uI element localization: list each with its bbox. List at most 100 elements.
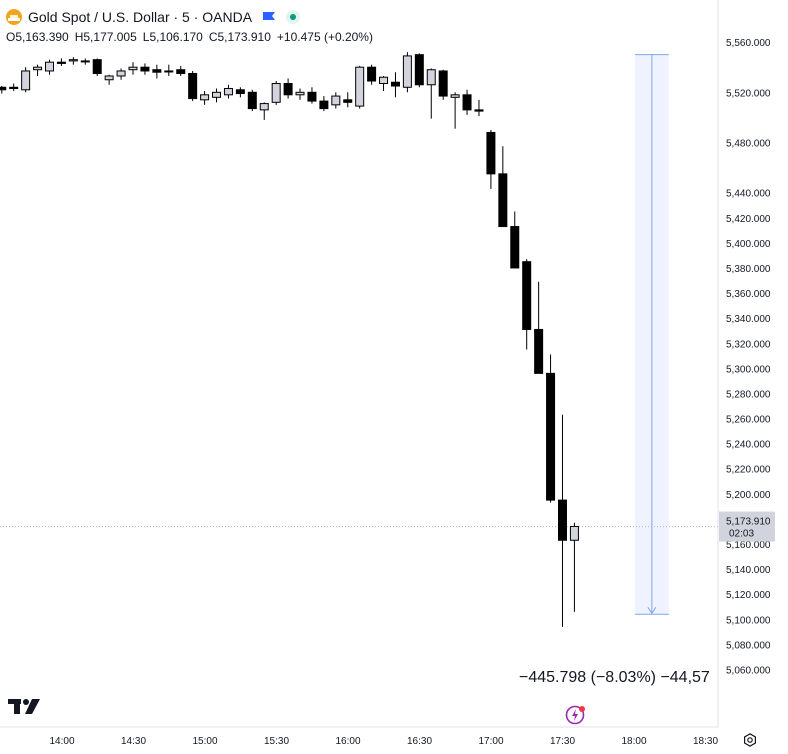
candle	[116, 68, 126, 80]
candle-body	[390, 81, 400, 87]
candle-body	[402, 55, 412, 88]
time-tick-label: 14:00	[49, 736, 74, 747]
candle	[200, 91, 210, 105]
candle-body	[176, 69, 186, 74]
candle-body	[355, 66, 365, 107]
candle	[426, 68, 436, 119]
countdown-timer: 02:03	[729, 529, 754, 540]
candle	[92, 58, 102, 76]
candle-body	[9, 86, 19, 90]
candle	[56, 58, 66, 66]
candle-body	[104, 75, 114, 81]
price-tick-label: 5,160.000	[726, 540, 771, 551]
price-tick-label: 5,440.000	[726, 189, 771, 200]
bolt-icon[interactable]	[565, 704, 587, 726]
candle-body	[343, 99, 353, 103]
price-tick-label: 5,200.000	[726, 490, 771, 501]
symbol-title[interactable]: Gold Spot / U.S. Dollar · 5 · OANDA	[28, 9, 253, 25]
candle	[307, 87, 317, 104]
candle	[355, 65, 365, 109]
candle-body	[510, 226, 520, 269]
candle-body	[33, 66, 43, 71]
time-tick-label: 17:00	[478, 736, 503, 747]
candle	[498, 146, 508, 228]
candles-layer	[0, 52, 579, 627]
candle	[390, 72, 400, 98]
price-tick-label: 5,120.000	[726, 590, 771, 601]
candle	[450, 92, 460, 129]
range-arrow-head	[647, 607, 657, 615]
candle-body	[462, 94, 472, 111]
candle	[33, 64, 43, 76]
candle-body	[212, 91, 222, 98]
candle	[486, 129, 496, 189]
price-tick-label: 5,100.000	[726, 615, 771, 626]
candle	[414, 53, 424, 88]
candle-body	[0, 86, 7, 91]
time-tick-label: 18:30	[693, 736, 718, 747]
price-tick-label: 5,320.000	[726, 339, 771, 350]
price-tick-label: 5,520.000	[726, 88, 771, 99]
candle-body	[247, 91, 257, 110]
candle-body	[331, 95, 341, 106]
candle-body	[223, 88, 233, 96]
last-price-label: 5,173.910 02:03	[719, 511, 775, 542]
candle	[271, 81, 281, 105]
candle-body	[426, 69, 436, 86]
price-tick-label: 5,340.000	[726, 314, 771, 325]
candle	[438, 69, 448, 100]
candle-body	[414, 54, 424, 86]
candle	[80, 58, 90, 65]
settings-icon[interactable]	[743, 733, 757, 747]
price-tick-label: 5,220.000	[726, 465, 771, 476]
candle-body	[438, 70, 448, 97]
candle	[569, 522, 579, 612]
candle	[21, 67, 31, 93]
price-range-tool[interactable]	[634, 54, 669, 615]
price-tick-label: 5,060.000	[726, 666, 771, 677]
candle	[104, 74, 114, 85]
price-tick-label: 5,260.000	[726, 415, 771, 426]
candle-body	[80, 60, 90, 63]
candle-body	[259, 103, 269, 111]
price-tick-label: 5,400.000	[726, 239, 771, 250]
candle-body	[557, 499, 567, 541]
gold-coin-icon	[6, 9, 22, 25]
candle-body	[295, 91, 305, 96]
candle	[319, 96, 329, 112]
candle	[283, 78, 293, 99]
candle-body	[546, 372, 556, 501]
candle	[259, 102, 269, 120]
flag-icon[interactable]	[262, 11, 276, 23]
candle	[522, 259, 532, 350]
candle-body	[235, 89, 245, 95]
candle	[295, 88, 305, 100]
candle-body	[140, 66, 150, 72]
time-tick-label: 16:00	[335, 736, 360, 747]
time-tick-label: 17:30	[550, 736, 575, 747]
symbol-header[interactable]: Gold Spot / U.S. Dollar · 5 · OANDA	[6, 6, 301, 28]
candle-body	[319, 100, 329, 110]
price-tick-label: 5,480.000	[726, 138, 771, 149]
candle-body	[68, 59, 78, 62]
price-axis[interactable]: 5,060.000 5,080.000 5,100.000 5,120.000 5,14…	[726, 0, 771, 677]
candle-body	[44, 61, 54, 72]
candle	[235, 87, 245, 98]
live-dot-icon	[286, 10, 301, 24]
candle-body	[379, 76, 389, 85]
candle-body	[283, 83, 293, 96]
price-tick-label: 5,080.000	[726, 640, 771, 651]
price-tick-label: 5,420.000	[726, 214, 771, 225]
candle	[68, 57, 78, 65]
last-price-value: 5,173.910	[726, 517, 771, 528]
candle	[188, 70, 198, 102]
candle-body	[116, 70, 126, 77]
tradingview-logo[interactable]	[8, 696, 42, 716]
high-value: H5,177.005	[74, 30, 137, 44]
candle	[0, 86, 7, 94]
candle	[152, 64, 162, 79]
time-axis[interactable]: 14:00 14:30 15:00 15:30 16:00 16:30 17:00 17:30…	[49, 736, 718, 747]
candle-body	[271, 83, 281, 103]
candle-body	[152, 69, 162, 73]
